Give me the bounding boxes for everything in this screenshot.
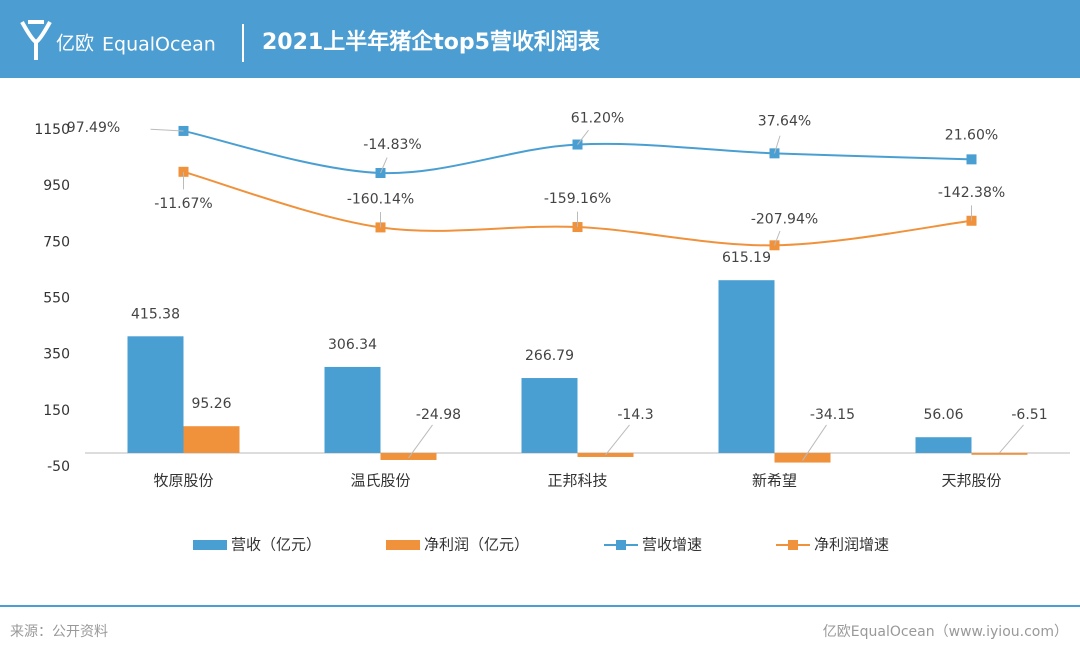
line-label: -14.83% [363, 137, 421, 153]
bar [127, 336, 184, 453]
line-label: -159.16% [544, 191, 611, 207]
line-marker [966, 154, 977, 165]
line-label: 37.64% [758, 113, 811, 129]
line [183, 129, 972, 175]
line-label: -11.67% [154, 196, 212, 212]
logo-text: 亿欧 [56, 33, 94, 55]
bar-label: 415.38 [131, 306, 180, 322]
bar-label: -24.98 [416, 407, 461, 423]
leader-line [408, 424, 433, 459]
bar-label: 56.06 [923, 407, 963, 423]
y-tick-label: -50 [47, 459, 70, 475]
legend-label: 净利润（亿元） [424, 536, 529, 554]
bar [915, 437, 972, 453]
x-tick-label: 正邦科技 [547, 472, 607, 490]
legend-swatch [193, 540, 227, 550]
bar-label: 266.79 [525, 348, 574, 364]
y-tick-label: 950 [43, 178, 70, 194]
leader-line [774, 230, 781, 246]
y-tick-label: 150 [43, 403, 70, 419]
line-label: 61.20% [571, 111, 624, 127]
line-label: -142.38% [938, 185, 1005, 201]
y-tick-label: 750 [43, 234, 70, 250]
x-tick-label: 温氏股份 [350, 472, 410, 490]
legend-label: 营收增速 [642, 536, 702, 554]
leader-line [577, 129, 589, 145]
bar-label: 615.19 [722, 250, 771, 266]
footer-credit: 亿欧EqualOcean（www.iyiou.com） [823, 624, 1068, 640]
bar-label: 306.34 [328, 337, 377, 353]
line-label: -160.14% [347, 191, 414, 207]
bar [324, 366, 381, 453]
brand-text: EqualOcean [102, 34, 216, 56]
legend-swatch [616, 540, 626, 550]
legend-label: 营收（亿元） [231, 536, 321, 554]
bar [971, 452, 1028, 455]
y-tick-label: 350 [43, 347, 70, 363]
x-tick-label: 新希望 [752, 472, 797, 490]
legend-swatch [788, 540, 798, 550]
line-label: -207.94% [751, 211, 818, 227]
y-tick-label: 1150 [34, 122, 70, 138]
bar [718, 280, 775, 453]
line-label: 97.49% [67, 120, 120, 136]
x-tick-label: 天邦股份 [941, 472, 1001, 490]
bar [521, 378, 578, 453]
footer-source: 来源：公开资料 [10, 624, 108, 640]
legend-swatch [386, 540, 420, 550]
leader-line [774, 135, 781, 154]
bar [183, 426, 240, 453]
bar-label: -14.3 [617, 407, 653, 423]
bar-label: -34.15 [810, 407, 855, 423]
bar-label: -6.51 [1011, 407, 1047, 423]
bar [774, 452, 831, 463]
leader-line [802, 424, 827, 461]
leader-line [605, 424, 630, 456]
leader-line [380, 157, 388, 174]
leader-line [999, 424, 1024, 454]
line [183, 170, 972, 247]
line-label: 21.60% [945, 127, 998, 143]
leader-line [150, 128, 184, 132]
page-title: 2021上半年猪企top5营收利润表 [262, 29, 601, 55]
x-tick-label: 牧原股份 [153, 472, 213, 490]
header-band [0, 0, 1080, 78]
bar-label: 95.26 [191, 396, 231, 412]
bar [380, 452, 437, 460]
legend-label: 净利润增速 [814, 536, 889, 554]
logo-icon [20, 20, 52, 60]
y-tick-label: 550 [43, 291, 70, 307]
